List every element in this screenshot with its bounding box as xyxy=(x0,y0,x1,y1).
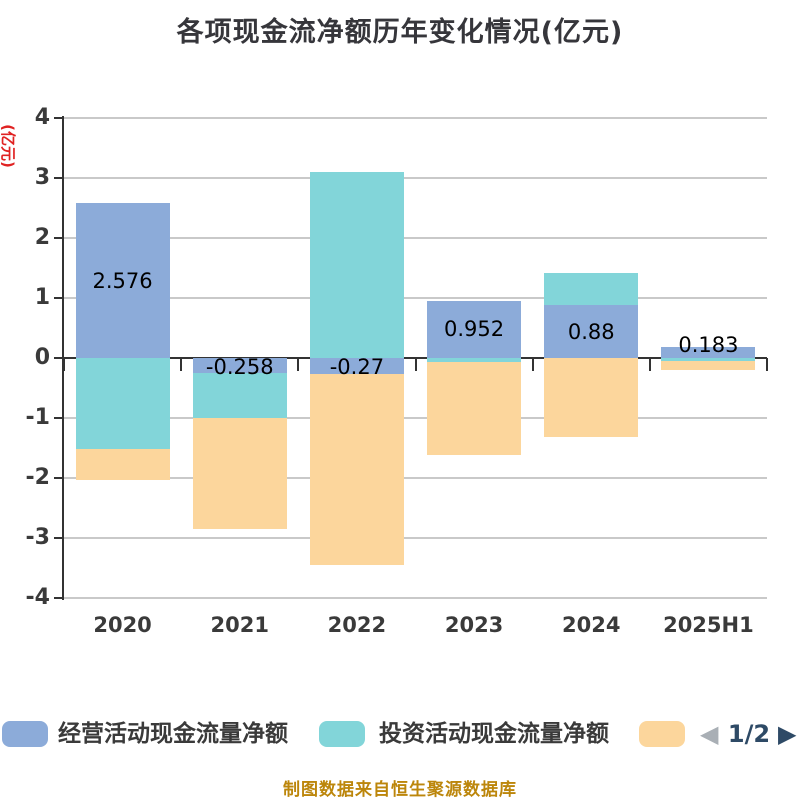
y-tick-label: 0 xyxy=(34,345,50,370)
gridline-y--2 xyxy=(64,477,767,479)
gridline-y-2 xyxy=(64,237,767,239)
bar-segment-2021-series2[interactable] xyxy=(192,418,287,530)
x-axis-tick xyxy=(63,358,65,371)
bar-segment-2023-series1[interactable] xyxy=(427,358,522,363)
legend-swatch-2 xyxy=(639,721,685,747)
y-axis-tick xyxy=(54,477,62,479)
gridline-y-4 xyxy=(64,117,767,119)
value-label-2022: -0.27 xyxy=(329,355,385,379)
bar-segment-2020-series2[interactable] xyxy=(75,448,170,480)
bar-segment-2023-series2[interactable] xyxy=(427,362,522,455)
y-axis-tick xyxy=(54,597,62,599)
y-tick-label: 1 xyxy=(34,285,50,310)
y-axis-tick xyxy=(54,537,62,539)
y-axis-tick xyxy=(54,357,62,359)
legend-item-2[interactable] xyxy=(639,718,689,750)
pager-next-icon[interactable]: ▶ xyxy=(778,720,797,748)
x-axis-tick xyxy=(766,358,768,371)
x-axis-tick xyxy=(648,358,651,371)
legend: 经营活动现金流量净额 投资活动现金流量净额 ◀ 1/2 ▶ xyxy=(0,718,800,752)
chart-title: 各项现金流净额历年变化情况(亿元) xyxy=(176,17,624,48)
legend-swatch-1 xyxy=(319,721,365,747)
value-label-2025H1: 0.183 xyxy=(678,333,739,357)
value-label-2020: 2.576 xyxy=(92,268,153,293)
bar-segment-2025H1-series0[interactable] xyxy=(661,347,756,358)
bar-segment-2022-series0[interactable] xyxy=(309,358,404,375)
bar-segment-2024-series1[interactable] xyxy=(544,273,639,306)
y-tick-label: 3 xyxy=(34,165,50,190)
x-tick-label-2025H1: 2025H1 xyxy=(663,613,754,637)
legend-item-0[interactable]: 经营活动现金流量净额 xyxy=(2,718,302,750)
y-tick-label: 2 xyxy=(34,225,50,250)
bar-segment-2025H1-series2[interactable] xyxy=(661,361,756,370)
bar-segment-2022-series2[interactable] xyxy=(309,374,404,565)
gridline-y-3 xyxy=(64,177,767,179)
x-tick-label-2020: 2020 xyxy=(93,613,152,637)
bar-segment-2020-series0[interactable] xyxy=(75,203,170,358)
bar-segment-2023-series0[interactable] xyxy=(427,300,522,358)
plot-area: 4 3 2 1 0 -1 -2 -3 -4 2.576 -0.258 -0.27 0.952 0.88 0.… xyxy=(25,105,768,637)
x-axis-tick xyxy=(414,358,417,371)
legend-item-1[interactable]: 投资活动现金流量净额 xyxy=(319,718,619,750)
x-tick-label-2022: 2022 xyxy=(327,613,387,637)
y-axis-tick xyxy=(54,117,62,119)
legend-swatch-0 xyxy=(2,721,48,747)
gridline-y-1 xyxy=(64,297,767,299)
bar-segment-2024-series0[interactable] xyxy=(544,305,639,358)
bar-segment-2021-series1[interactable] xyxy=(192,373,287,419)
bar-segment-2021-series0[interactable] xyxy=(192,358,287,374)
y-axis-tick xyxy=(54,177,62,179)
bar-segment-2020-series1[interactable] xyxy=(75,358,170,449)
value-label-2024: 0.88 xyxy=(567,319,615,344)
x-tick-label-2023: 2023 xyxy=(444,613,504,637)
bar-segment-2022-series1[interactable] xyxy=(309,172,404,358)
x-tick-label-2024: 2024 xyxy=(562,613,621,637)
y-axis-tick xyxy=(54,237,62,239)
y-axis-tick xyxy=(54,297,62,299)
y-tick-label: -4 xyxy=(25,585,50,610)
bar-segment-2024-series2[interactable] xyxy=(544,358,639,438)
gridline-y--3 xyxy=(64,537,767,539)
y-tick-label: -1 xyxy=(25,405,50,430)
gridline-y--4 xyxy=(64,597,767,599)
y-tick-label: 4 xyxy=(34,105,50,130)
y-axis-tick xyxy=(54,417,62,419)
y-tick-label: -2 xyxy=(25,465,50,490)
value-label-2021: -0.258 xyxy=(205,355,274,379)
footer-note: 制图数据来自恒生聚源数据库 xyxy=(283,780,517,800)
x-axis-tick xyxy=(531,358,534,371)
x-axis-tick xyxy=(180,358,183,371)
legend-label-0: 经营活动现金流量净额 xyxy=(58,721,288,747)
y-tick-label: -3 xyxy=(25,525,50,550)
x-axis-tick xyxy=(297,358,300,371)
legend-label-1: 投资活动现金流量净额 xyxy=(379,721,609,747)
value-label-2023: 0.952 xyxy=(444,317,505,342)
bar-segment-2025H1-series1[interactable] xyxy=(661,358,756,361)
x-tick-label-2021: 2021 xyxy=(210,613,269,637)
gridline-y--1 xyxy=(64,417,767,419)
pager-label: 1/2 xyxy=(727,720,771,748)
pager-prev-icon[interactable]: ◀ xyxy=(700,720,719,748)
